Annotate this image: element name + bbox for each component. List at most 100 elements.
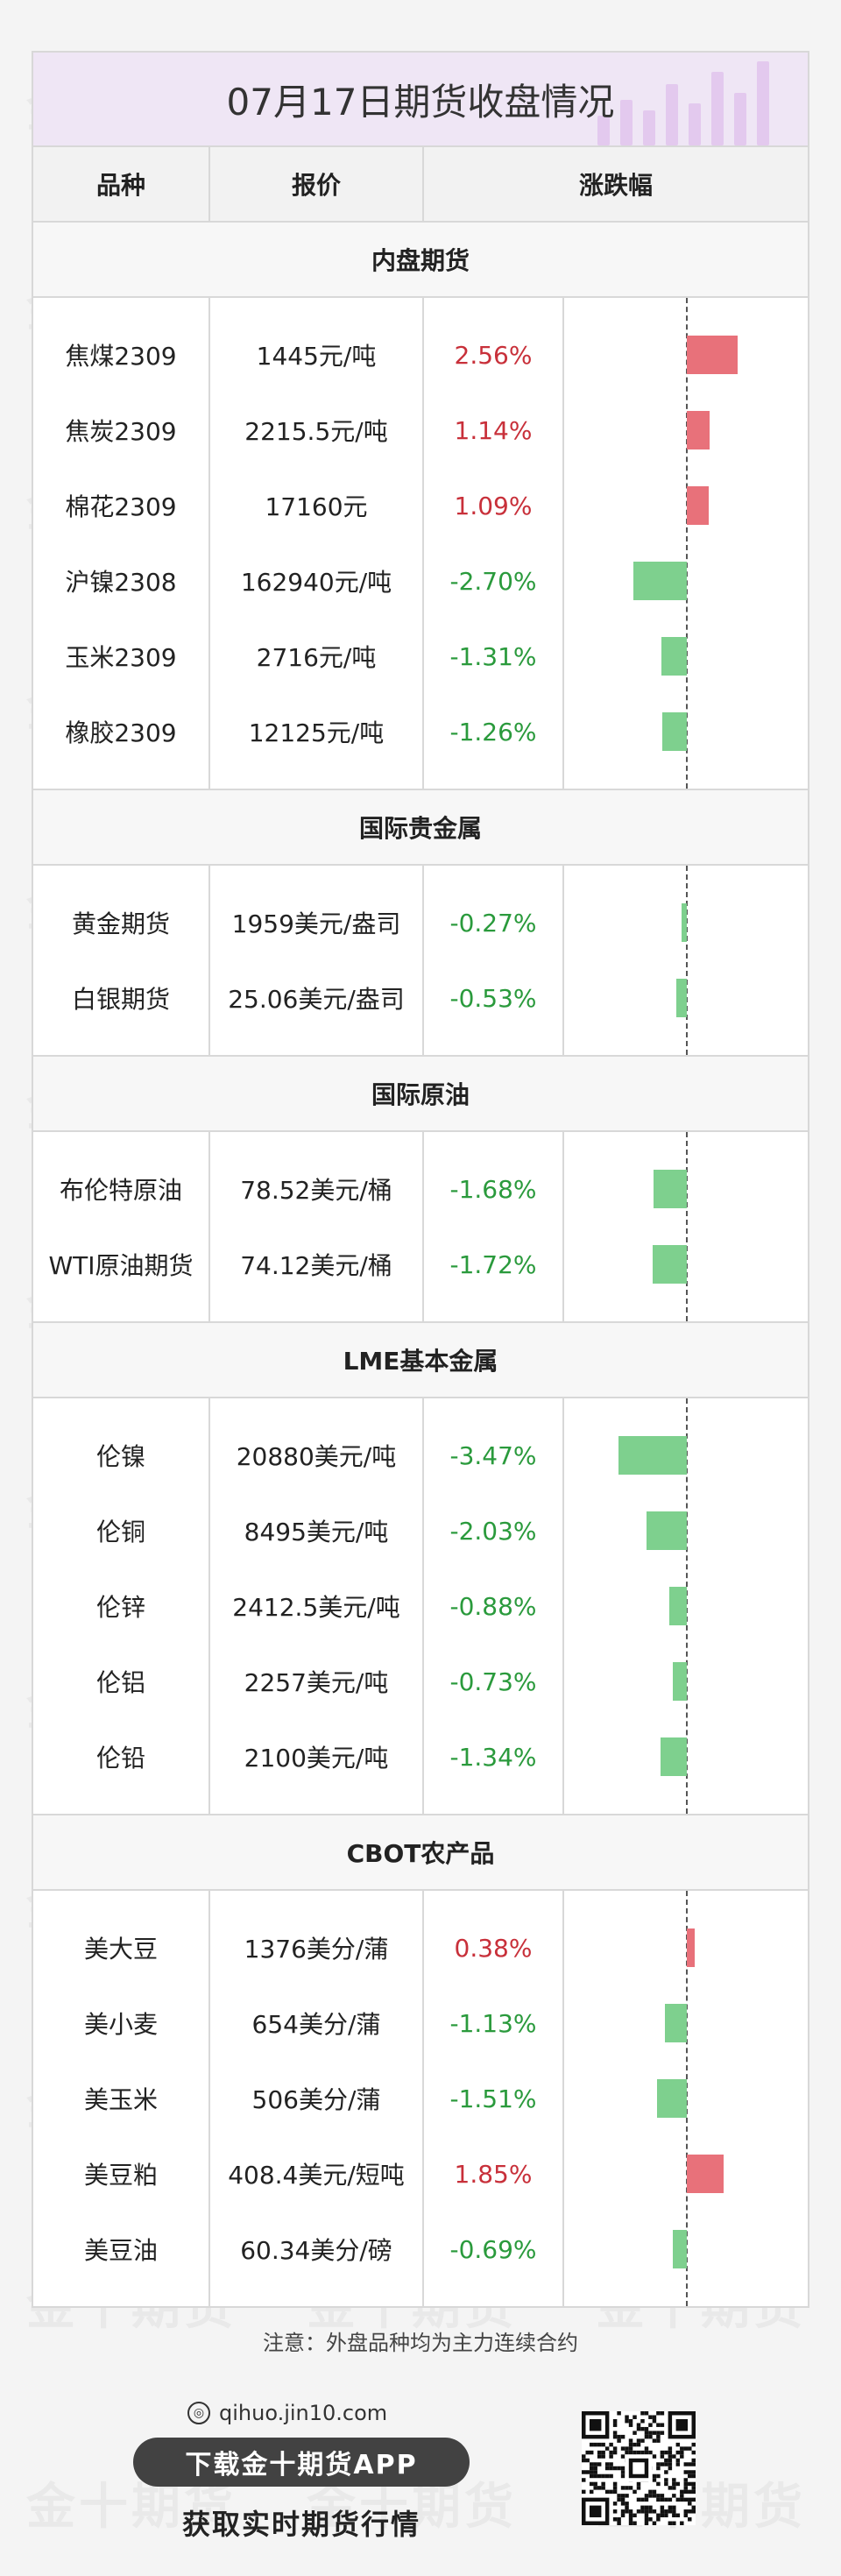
price-column: 78.52美元/桶 74.12美元/桶 <box>210 1132 424 1321</box>
change-bar-row <box>564 1151 808 1227</box>
change-bar <box>687 486 709 525</box>
price-value: 1445元/吨 <box>256 342 377 371</box>
variety-name: 玉米2309 <box>65 643 177 672</box>
variety-column: 美大豆 美小麦 美玉米 美豆粕 美豆油 <box>33 1891 210 2306</box>
change-percent: -0.27% <box>449 908 537 938</box>
section-header: 国际原油 <box>33 1057 808 1132</box>
change-percent: -3.47% <box>449 1440 537 1470</box>
change-bar <box>660 1737 687 1776</box>
change-bar-row <box>564 1568 808 1644</box>
change-bar-column <box>564 866 808 1055</box>
change-percent: -1.31% <box>449 641 537 671</box>
section-group: 美大豆 美小麦 美玉米 美豆粕 美豆油 1376美分/蒲 654美分/蒲 506美分/蒲 408… <box>33 1891 808 2306</box>
change-percent: 1.14% <box>454 415 533 445</box>
change-column: -3.47% -2.03% -0.88% -0.73% -1.34% <box>424 1398 564 1814</box>
change-bar-column <box>564 298 808 789</box>
change-percent: -1.34% <box>449 1742 537 1772</box>
section-header: 国际贵金属 <box>33 790 808 866</box>
change-percent: -1.72% <box>449 1249 537 1279</box>
change-percent: 0.38% <box>454 1933 533 1963</box>
variety-column: 布伦特原油 WTI原油期货 <box>33 1132 210 1321</box>
price-value: 60.34美分/磅 <box>240 2236 392 2265</box>
header-price: 报价 <box>210 147 424 221</box>
price-value: 78.52美元/桶 <box>240 1176 392 1205</box>
change-bar-column <box>564 1891 808 2306</box>
zero-axis-line <box>686 1398 688 1814</box>
price-value: 8495美元/吨 <box>244 1518 389 1546</box>
qr-code[interactable] <box>582 2411 696 2525</box>
change-bar-row <box>564 619 808 694</box>
table-body: 内盘期货 焦煤2309 焦炭2309 棉花2309 沪镍2308 玉米2309 橡胶2309… <box>33 223 808 2306</box>
variety-name: 伦镍 <box>95 1442 145 1471</box>
price-value: 654美分/蒲 <box>251 2010 381 2039</box>
change-bar <box>672 1662 687 1701</box>
price-column: 1445元/吨 2215.5元/吨 17160元 162940元/吨 2716元/吨 12… <box>210 298 424 789</box>
change-percent: -0.73% <box>449 1667 537 1696</box>
section-header: LME基本金属 <box>33 1323 808 1398</box>
variety-name: 美豆粕 <box>83 2161 158 2190</box>
change-bar <box>669 1587 687 1625</box>
change-bar-column <box>564 1132 808 1321</box>
futures-close-card: 07月17日期货收盘情况 品种 报价 涨跌幅 内盘期货 焦煤2309 焦炭2309 棉… <box>32 51 809 2308</box>
variety-name: WTI原油期货 <box>48 1251 194 1280</box>
zero-axis-line <box>686 1132 688 1321</box>
price-value: 20880美元/吨 <box>236 1442 397 1471</box>
variety-name: 伦铝 <box>95 1668 145 1697</box>
change-bar-row <box>564 1719 808 1794</box>
price-value: 2257美元/吨 <box>244 1668 389 1697</box>
change-bar-row <box>564 543 808 619</box>
change-bar-row <box>564 2061 808 2136</box>
variety-name: 焦炭2309 <box>65 417 177 446</box>
zero-axis-line <box>686 866 688 1055</box>
globe-icon: ◎ <box>187 2402 210 2424</box>
footnote: 注意：外盘品种均为主力连续合约 <box>263 2331 578 2355</box>
price-value: 408.4美元/短吨 <box>228 2161 405 2190</box>
change-percent: 2.56% <box>454 340 533 370</box>
change-bar <box>661 637 687 676</box>
title-bar: 07月17日期货收盘情况 <box>33 53 808 147</box>
download-app-button[interactable]: 下载金十期货APP <box>133 2438 470 2487</box>
change-bar-row <box>564 468 808 543</box>
change-percent: 1.85% <box>454 2159 533 2189</box>
change-percent: -0.88% <box>449 1591 537 1621</box>
change-bar-row <box>564 1418 808 1493</box>
change-bar-row <box>564 393 808 468</box>
change-percent: -1.13% <box>449 2008 537 2038</box>
price-value: 1959美元/盎司 <box>231 909 401 938</box>
change-bar <box>657 2079 687 2118</box>
change-bar-row <box>564 2212 808 2287</box>
slogan: 获取实时期货行情 <box>181 2508 420 2541</box>
price-value: 162940元/吨 <box>240 568 392 597</box>
change-bar <box>681 903 687 942</box>
page-title: 07月17日期货收盘情况 <box>226 80 615 124</box>
site-url[interactable]: ◎ qihuo.jin10.com <box>187 2401 387 2425</box>
table-header: 品种 报价 涨跌幅 <box>33 147 808 223</box>
change-percent: -0.69% <box>449 2234 537 2264</box>
variety-name: 沪镍2308 <box>65 568 177 597</box>
change-bar <box>654 1170 687 1208</box>
price-value: 2716元/吨 <box>256 643 377 672</box>
zero-axis-line <box>686 1891 688 2306</box>
change-percent: -2.03% <box>449 1516 537 1546</box>
site-url-text: qihuo.jin10.com <box>219 2401 388 2425</box>
change-bar <box>687 2155 724 2193</box>
section-header: CBOT农产品 <box>33 1815 808 1891</box>
price-column: 1959美元/盎司 25.06美元/盎司 <box>210 866 424 1055</box>
change-bar <box>653 1245 687 1284</box>
change-bar-row <box>564 1493 808 1568</box>
change-bar <box>647 1511 687 1550</box>
variety-name: 黄金期货 <box>71 909 170 938</box>
change-bar-row <box>564 1227 808 1302</box>
change-column: -0.27% -0.53% <box>424 866 564 1055</box>
price-value: 2100美元/吨 <box>244 1744 389 1773</box>
price-value: 12125元/吨 <box>248 718 385 747</box>
price-value: 1376美分/蒲 <box>244 1935 389 1964</box>
change-percent: -1.51% <box>449 2084 537 2113</box>
variety-name: 伦铅 <box>95 1744 145 1773</box>
zero-axis-line <box>686 298 688 789</box>
change-bar <box>687 336 738 374</box>
change-bar-row <box>564 1910 808 1985</box>
change-bar <box>687 1928 695 1967</box>
price-value: 506美分/蒲 <box>251 2085 381 2114</box>
section-header: 内盘期货 <box>33 223 808 298</box>
